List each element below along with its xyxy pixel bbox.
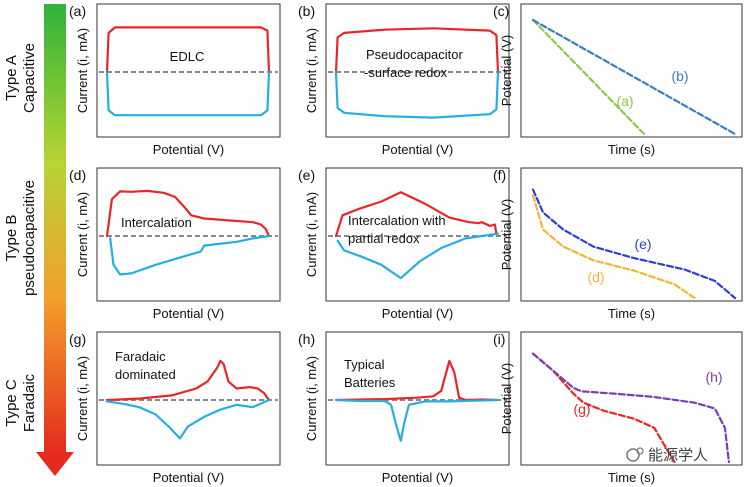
row-type-label: Type A xyxy=(3,55,20,101)
panel-label: (f) xyxy=(493,167,506,183)
panel-b: (b) Potential (V) Current (i, mA) Pseudocap… xyxy=(298,3,510,157)
panel-frame xyxy=(96,167,281,302)
x-axis-label: Time (s) xyxy=(608,142,655,157)
x-axis-label: Potential (V) xyxy=(382,142,454,157)
x-axis-label: Time (s) xyxy=(608,306,655,321)
watermark-text: 能源学人 xyxy=(648,446,708,464)
watermark: 能源学人 xyxy=(626,446,708,464)
watermark-logo-icon xyxy=(626,448,640,462)
series-line-blue xyxy=(109,234,271,276)
gradient-arrow xyxy=(36,4,74,476)
series-line-blue xyxy=(105,398,271,440)
gradient-arrow-head xyxy=(36,452,74,476)
watermark-logo-icon-dot xyxy=(636,447,644,455)
series-line-d xyxy=(531,194,696,300)
series-line-b xyxy=(531,18,737,136)
x-axis-label: Potential (V) xyxy=(153,470,225,485)
y-axis-label: Current (i, mA) xyxy=(75,28,90,113)
panel-note: Pseudocapacitor xyxy=(366,47,464,62)
panel-frame xyxy=(520,3,743,138)
x-axis-label: Time (s) xyxy=(608,470,655,485)
series-name-label: (e) xyxy=(634,236,651,252)
panel-label: (c) xyxy=(493,3,509,19)
series-line-blue xyxy=(336,232,500,280)
series-line-h xyxy=(531,352,731,464)
series-line-red xyxy=(105,26,271,74)
panel-frame xyxy=(520,167,743,302)
panel-label: (e) xyxy=(298,167,315,183)
panel-frame xyxy=(96,3,281,138)
panel-i: (i) Time (s) Potential (V) (g) (h) xyxy=(493,331,743,485)
panel-label: (a) xyxy=(69,3,86,19)
x-axis-label: Potential (V) xyxy=(153,142,225,157)
y-axis-label: Current (i, mA) xyxy=(304,356,319,441)
panel-label: (d) xyxy=(69,167,86,183)
row-name-label: Faradaic xyxy=(21,373,38,432)
panel-frame xyxy=(520,331,743,466)
panel-label: (g) xyxy=(69,331,86,347)
y-axis-label: Current (i, mA) xyxy=(75,356,90,441)
row-name-label: pseudocapacitive xyxy=(21,180,38,296)
panel-f: (f) Time (s) Potential (V) (d) (e) xyxy=(493,167,743,321)
series-line-g xyxy=(531,352,676,464)
series-name-label: (h) xyxy=(705,369,722,385)
panel-label: (b) xyxy=(298,3,315,19)
y-axis-label: Potential (V) xyxy=(499,35,514,107)
panel-note: dominated xyxy=(115,367,176,382)
panel-note: partial redox xyxy=(348,231,420,246)
panel-label: (h) xyxy=(298,331,315,347)
y-axis-label: Current (i, mA) xyxy=(304,28,319,113)
panel-e: (e) Potential (V) Current (i, mA) Intercala… xyxy=(298,167,510,321)
row-type-label: Type C xyxy=(3,379,20,427)
y-axis-label: Current (i, mA) xyxy=(75,192,90,277)
series-line-red xyxy=(334,27,500,74)
gradient-arrow-shaft xyxy=(44,4,66,456)
series-line-blue xyxy=(105,70,271,117)
series-line-red xyxy=(105,189,271,238)
row-title-a: Type A Capacitive xyxy=(3,43,38,113)
series-line-a xyxy=(531,18,646,136)
x-axis-label: Potential (V) xyxy=(153,306,225,321)
series-name-label: (b) xyxy=(671,68,688,84)
series-line-blue xyxy=(334,398,500,442)
panel-frame xyxy=(325,167,510,302)
series-name-label: (g) xyxy=(573,401,590,417)
panel-note: EDLC xyxy=(170,49,205,64)
panel-note: Intercalation xyxy=(121,215,192,230)
panel-c: (c) Time (s) Potential (V) (a) (b) xyxy=(493,3,743,157)
y-axis-label: Current (i, mA) xyxy=(304,192,319,277)
panel-note: Intercalation with xyxy=(348,213,446,228)
series-line-red xyxy=(334,191,498,238)
panel-h: (h) Potential (V) Current (i, mA) Typical Ba… xyxy=(298,331,510,485)
y-axis-label: Potential (V) xyxy=(499,199,514,271)
panel-label: (i) xyxy=(493,331,505,347)
panel-d: (d) Potential (V) Current (i, mA) Intercala… xyxy=(69,167,281,321)
panel-a: (a) Potential (V) Current (i, mA) EDLC xyxy=(69,3,281,157)
y-axis-label: Potential (V) xyxy=(499,363,514,435)
row-title-c: Type C Faradaic xyxy=(3,373,38,432)
series-line-red xyxy=(105,359,271,402)
row-type-label: Type B xyxy=(3,215,20,262)
series-line-blue xyxy=(334,70,500,119)
panel-note: -surface redox xyxy=(364,65,448,80)
panel-note: Typical xyxy=(344,357,385,372)
series-name-label: (a) xyxy=(616,93,633,109)
row-title-b: Type B pseudocapacitive xyxy=(3,180,38,296)
panel-note: Faradaic xyxy=(115,349,166,364)
panel-note: Batteries xyxy=(344,375,396,390)
series-line-e xyxy=(531,188,737,300)
x-axis-label: Potential (V) xyxy=(382,306,454,321)
panel-g: (g) Potential (V) Current (i, mA) Faradaic d… xyxy=(69,331,281,485)
panels: (a) Potential (V) Current (i, mA) EDLC (b) Po… xyxy=(69,3,743,485)
row-name-label: Capacitive xyxy=(21,43,38,113)
x-axis-label: Potential (V) xyxy=(382,470,454,485)
series-name-label: (d) xyxy=(587,269,604,285)
